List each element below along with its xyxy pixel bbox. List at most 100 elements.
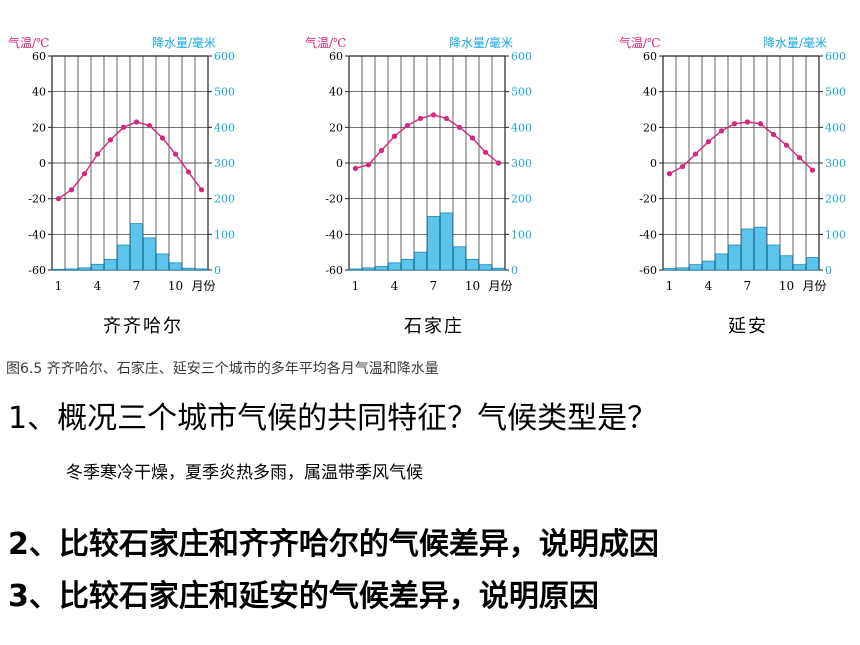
question-2: 2、比较石家庄和齐齐哈尔的气候差异，说明成因 xyxy=(8,527,659,562)
precipitation-bar xyxy=(414,251,427,271)
right-axis-tick-label: 500 xyxy=(511,86,532,99)
temperature-point xyxy=(783,142,790,148)
temperature-point xyxy=(81,171,88,177)
x-axis-tick-label: 1 xyxy=(352,279,360,293)
precipitation-bar xyxy=(91,263,104,271)
temperature-point xyxy=(404,122,411,129)
precipitation-bar xyxy=(754,226,767,271)
question-1: 1、概况三个城市气候的共同特征？气候类型是？ xyxy=(8,401,658,436)
x-axis-tick-label: 4 xyxy=(391,279,399,293)
temperature-point xyxy=(495,160,502,166)
x-axis-tick-label: 7 xyxy=(430,279,438,293)
left-axis-tick-label: 20 xyxy=(32,121,46,134)
x-axis-tick-label: 10 xyxy=(779,279,794,293)
precipitation-bar xyxy=(728,244,741,271)
right-axis-tick-label: 600 xyxy=(511,50,532,63)
x-axis-tick-label: 4 xyxy=(705,279,713,293)
temperature-line xyxy=(355,114,499,170)
left-axis-tick-label: -20 xyxy=(639,193,657,206)
temperature-point xyxy=(378,147,385,154)
temperature-point xyxy=(731,121,738,127)
chart-title-qiqihar: 齐齐哈尔 xyxy=(103,316,183,337)
temperature-point xyxy=(352,165,359,171)
precipitation-bar xyxy=(676,267,689,271)
right-axis-title: 降水量/毫米 xyxy=(763,35,827,50)
precipitation-bar xyxy=(117,244,130,271)
temperature-point xyxy=(198,187,205,193)
left-axis-tick-label: 0 xyxy=(336,157,343,170)
temperature-line xyxy=(58,121,203,200)
left-axis-tick-label: 40 xyxy=(32,86,46,99)
temperature-point xyxy=(744,119,751,125)
left-axis-tick-label: 0 xyxy=(650,157,657,170)
temperature-point xyxy=(757,121,764,127)
precipitation-bar xyxy=(453,246,466,271)
temperature-point xyxy=(133,119,140,125)
right-axis-tick-label: 500 xyxy=(825,86,846,99)
precipitation-bar xyxy=(349,268,362,271)
left-axis-title: 气温/℃ xyxy=(8,35,49,50)
left-axis-title: 气温/℃ xyxy=(305,35,346,50)
precipitation-bar xyxy=(806,257,819,271)
answer-1: 冬季寒冷干燥，夏季炎热多雨，属温带季风气候 xyxy=(66,463,423,483)
chart-title-shijiazhuang: 石家庄 xyxy=(404,316,464,337)
temperature-point xyxy=(430,112,437,118)
temperature-point xyxy=(55,196,62,202)
temperature-point xyxy=(809,167,816,173)
left-axis-tick-label: 0 xyxy=(39,157,46,170)
x-axis-unit-label: 月份 xyxy=(803,279,827,293)
right-axis-tick-label: 100 xyxy=(825,228,846,241)
precipitation-bar xyxy=(65,268,78,271)
precipitation-bar xyxy=(156,253,169,271)
right-axis-tick-label: 0 xyxy=(511,264,518,277)
temperature-point xyxy=(482,149,489,155)
precipitation-bar xyxy=(492,267,505,271)
temperature-point xyxy=(159,135,166,141)
right-axis-tick-label: 300 xyxy=(511,157,532,170)
left-axis-tick-label: -60 xyxy=(639,264,657,277)
precipitation-bar xyxy=(52,268,65,271)
left-axis-tick-label: 40 xyxy=(329,86,343,99)
left-axis-title: 气温/℃ xyxy=(619,35,660,50)
precipitation-bar xyxy=(479,264,492,271)
left-axis-tick-label: 20 xyxy=(643,121,657,134)
right-axis-tick-label: 300 xyxy=(825,157,846,170)
temperature-point xyxy=(443,115,450,122)
precipitation-bar xyxy=(715,253,728,271)
x-axis-tick-label: 7 xyxy=(744,279,752,293)
chart-title-yanan: 延安 xyxy=(728,316,768,337)
temperature-point xyxy=(666,171,673,177)
precipitation-bar xyxy=(780,255,793,271)
x-axis-unit-label: 月份 xyxy=(489,279,513,293)
left-axis-tick-label: -60 xyxy=(28,264,46,277)
temperature-point xyxy=(692,151,699,157)
right-axis-title: 降水量/毫米 xyxy=(449,35,513,50)
left-axis-tick-label: -20 xyxy=(325,193,343,206)
x-axis-tick-label: 1 xyxy=(666,279,674,293)
temperature-point xyxy=(417,115,424,122)
right-axis-tick-label: 200 xyxy=(511,193,532,206)
right-axis-tick-label: 200 xyxy=(825,193,846,206)
precipitation-bar xyxy=(663,268,676,271)
precipitation-bar xyxy=(440,212,453,271)
left-axis-tick-label: 60 xyxy=(329,50,343,63)
left-axis-tick-label: 60 xyxy=(643,50,657,63)
precipitation-bar xyxy=(427,216,440,271)
right-axis-tick-label: 100 xyxy=(214,228,235,241)
left-axis-tick-label: 60 xyxy=(32,50,46,63)
question-3: 3、比较石家庄和延安的气候差异，说明原因 xyxy=(8,579,599,614)
temperature-point xyxy=(365,162,372,168)
right-axis-tick-label: 600 xyxy=(214,50,235,63)
precipitation-bar xyxy=(182,267,195,271)
right-axis-tick-label: 300 xyxy=(214,157,235,170)
left-axis-tick-label: -60 xyxy=(325,264,343,277)
precipitation-bar xyxy=(375,266,388,271)
precipitation-bar xyxy=(104,258,117,271)
temperature-point xyxy=(391,133,398,139)
temperature-point xyxy=(107,137,114,143)
left-axis-tick-label: -40 xyxy=(639,228,657,241)
x-axis-tick-label: 10 xyxy=(168,279,183,293)
temperature-point xyxy=(120,124,127,130)
temperature-point xyxy=(679,163,686,170)
